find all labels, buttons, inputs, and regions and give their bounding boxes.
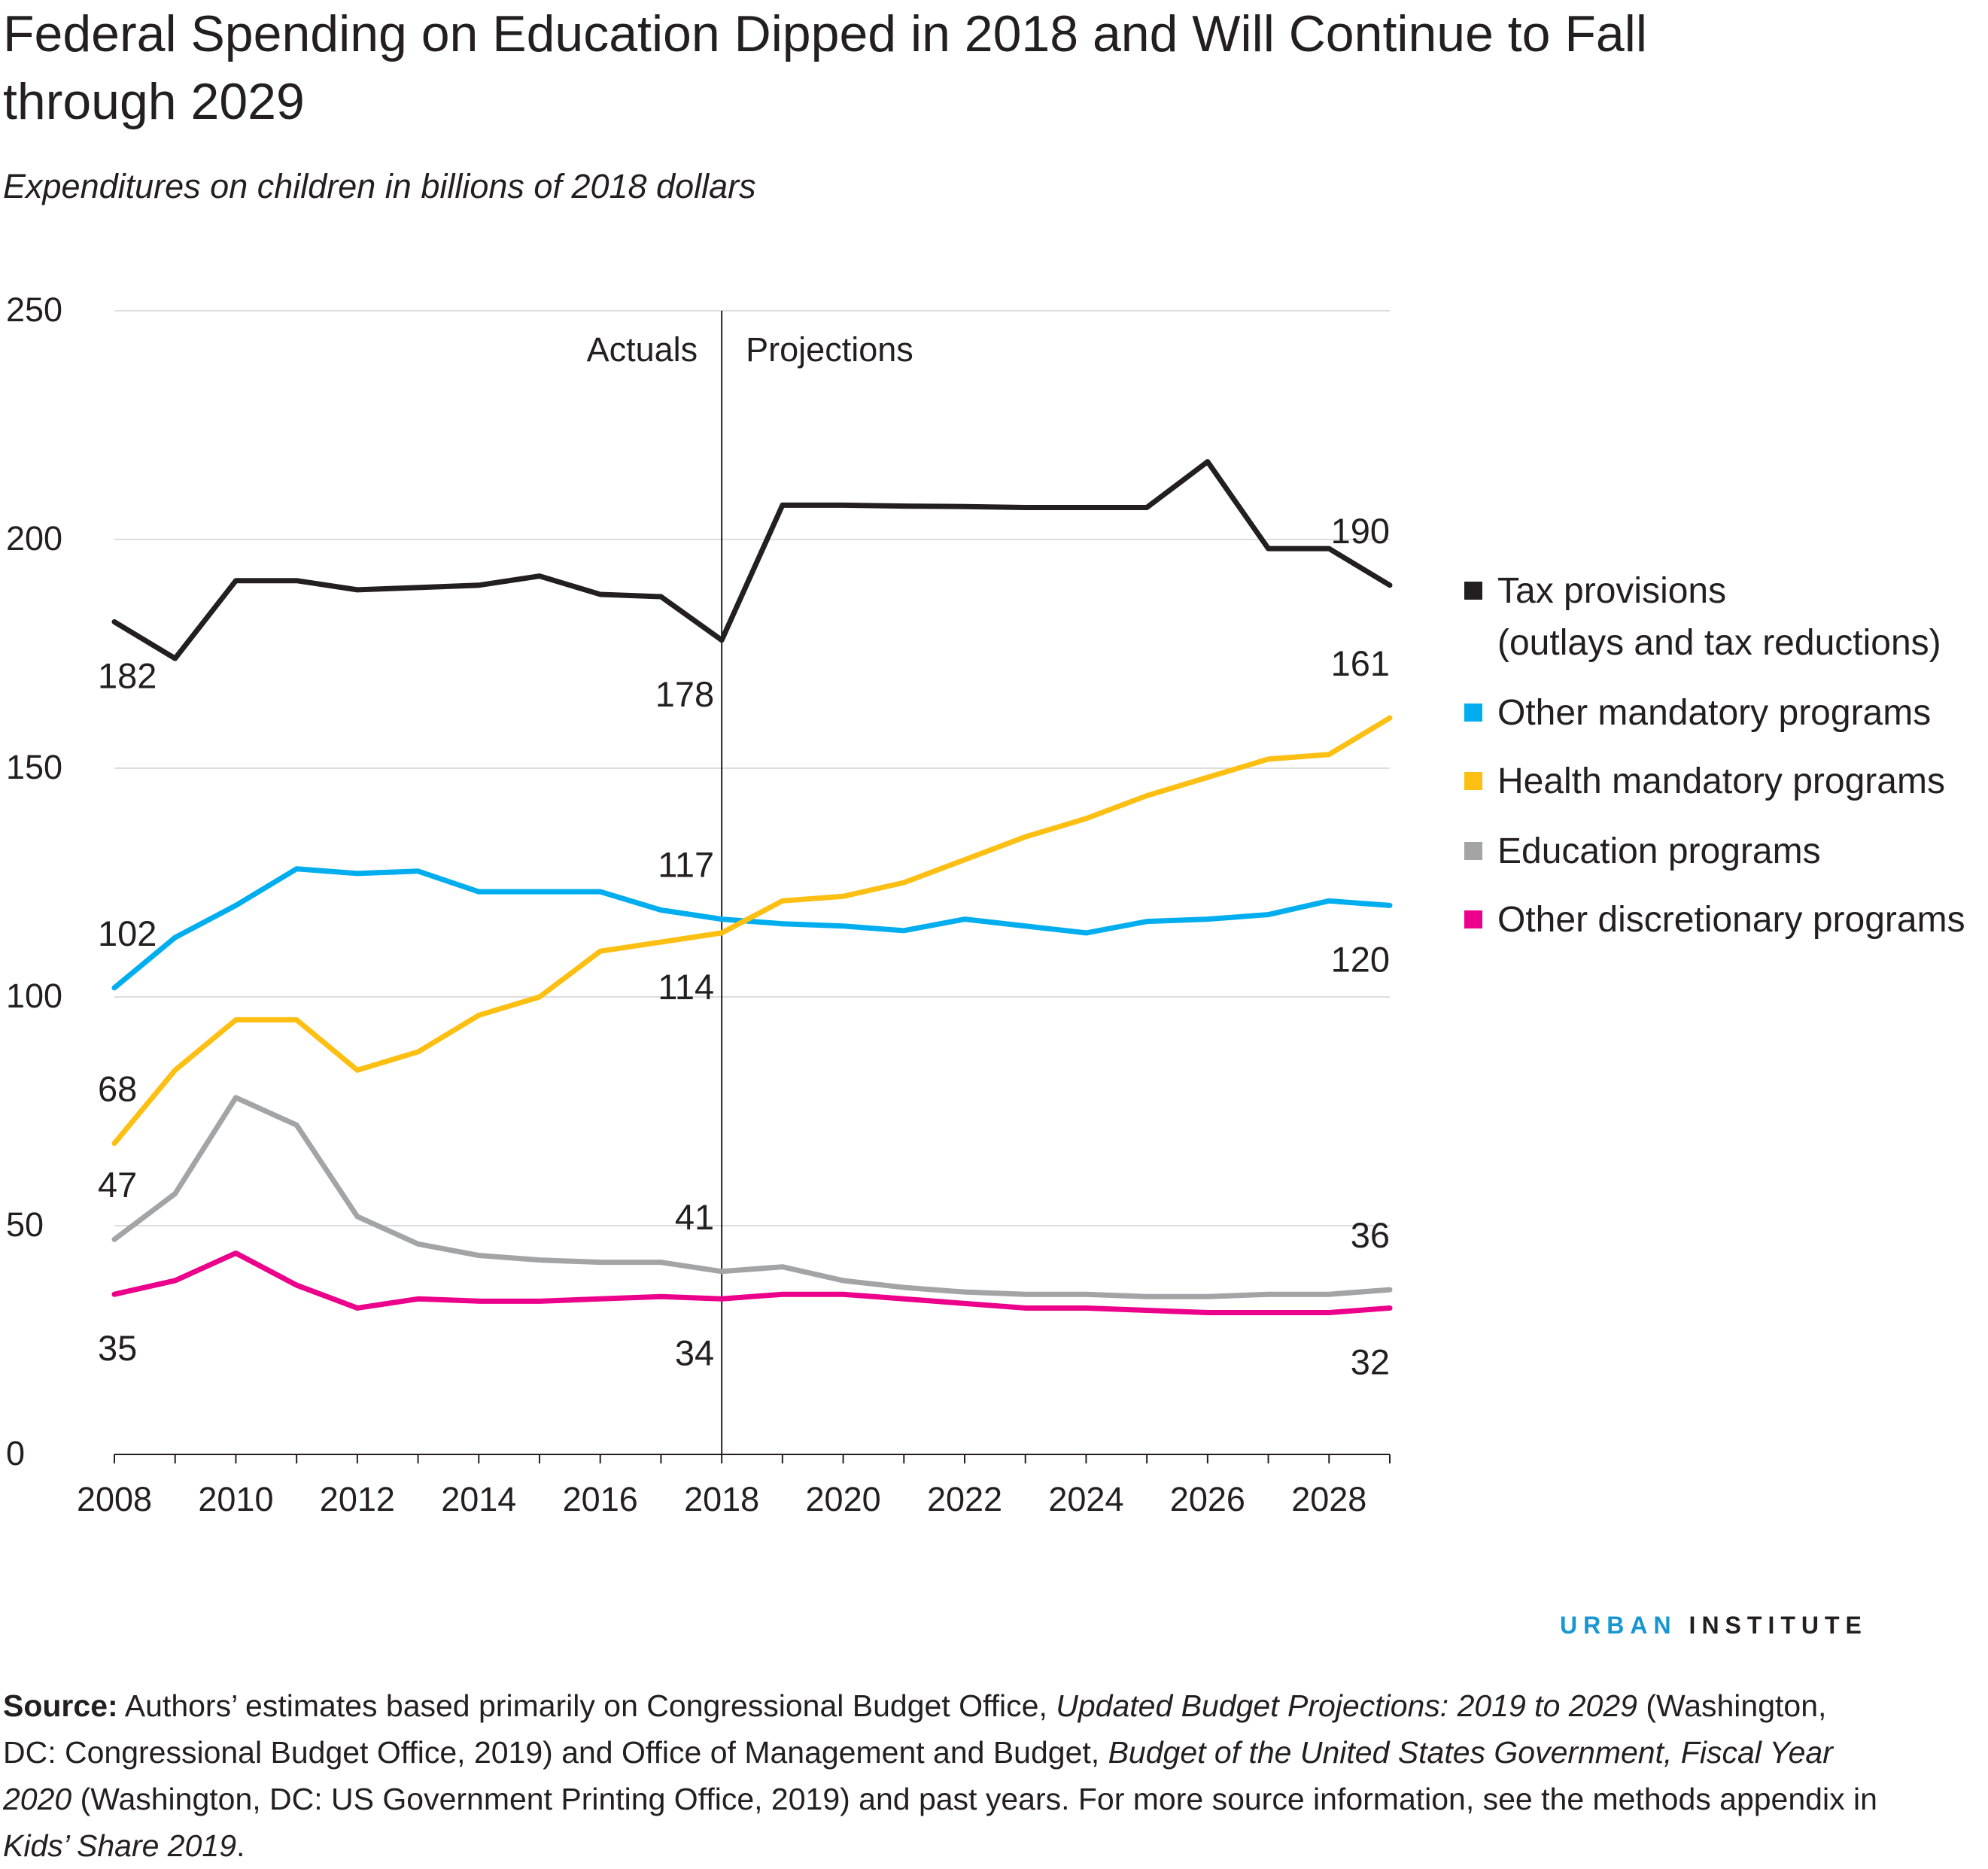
data-label: 68 — [98, 1069, 137, 1109]
data-label: 120 — [1331, 939, 1390, 979]
urban-institute-logo: URBAN INSTITUTE — [1560, 1612, 1868, 1640]
data-label: 117 — [658, 845, 714, 885]
source-text: (Washington, DC: Congressional Budget Of… — [3, 1688, 1827, 1770]
source-citation: Budget of the United States Government, … — [3, 1735, 1833, 1816]
projections-label: Projections — [746, 330, 913, 369]
source-text: Authors’ estimates based primarily on Co… — [117, 1688, 1056, 1723]
x-tick-label: 2024 — [1048, 1480, 1123, 1518]
x-tick-label: 2028 — [1291, 1480, 1366, 1518]
source-text: (Washington, DC: US Government Printing … — [71, 1782, 1877, 1816]
legend-label: Education programs — [1497, 831, 1821, 871]
data-label: 178 — [655, 674, 714, 714]
data-label: 32 — [1351, 1342, 1390, 1381]
y-tick-label: 100 — [6, 977, 62, 1015]
actuals-label: Actuals — [587, 330, 698, 369]
source-citation: Updated Budget Projections: 2019 to 2029 — [1056, 1688, 1637, 1723]
series-line-health-mandatory-programs — [111, 715, 1393, 1147]
y-tick-label: 250 — [6, 290, 62, 329]
source-citation: Kids’ Share 2019 — [3, 1828, 237, 1863]
data-label: 36 — [1351, 1215, 1390, 1255]
line-chart: 0 50 100 150 200 250 2008 2010 2012 2014 2016 2018 2… — [6, 290, 1965, 1518]
x-tick-label: 2010 — [198, 1480, 273, 1518]
legend-swatch — [1464, 582, 1482, 600]
legend-label: Other mandatory programs — [1497, 693, 1931, 733]
series-line-tax-provisions — [111, 459, 1393, 661]
source-text: . — [236, 1828, 245, 1863]
series-line-education-programs — [111, 1095, 1393, 1299]
legend-swatch — [1464, 910, 1482, 928]
y-tick-label: 50 — [6, 1205, 44, 1244]
x-tick-label: 2022 — [927, 1480, 1002, 1518]
x-tick-label: 2016 — [563, 1480, 638, 1518]
data-label: 34 — [675, 1333, 714, 1372]
legend-swatch — [1464, 704, 1482, 722]
data-label: 114 — [658, 967, 714, 1007]
x-tick-label: 2018 — [684, 1480, 759, 1518]
legend-label: Other discretionary programs — [1497, 900, 1965, 940]
legend-label-line2: (outlays and tax reductions) — [1497, 623, 1941, 663]
y-tick-label: 150 — [6, 748, 62, 786]
y-tick-label: 200 — [6, 519, 62, 558]
legend-label: Tax provisions — [1497, 571, 1726, 611]
source-note: Source: Authors’ estimates based primari… — [3, 1682, 1884, 1869]
chart-title: Federal Spending on Education Dipped in … — [3, 5, 1647, 130]
data-label: 41 — [675, 1197, 714, 1237]
data-label: 35 — [98, 1328, 137, 1368]
x-tick-label: 2026 — [1170, 1480, 1245, 1518]
y-tick-label: 0 — [6, 1434, 25, 1472]
data-label: 161 — [1331, 643, 1390, 683]
source-label: Source: — [3, 1688, 118, 1723]
data-label: 102 — [98, 913, 157, 953]
logo-urban: URBAN — [1560, 1612, 1677, 1639]
x-tick-label: 2008 — [77, 1480, 152, 1518]
series-line-other-discretionary-programs — [111, 1250, 1393, 1316]
data-label: 182 — [98, 655, 157, 695]
legend-swatch — [1464, 772, 1482, 790]
data-label: 47 — [98, 1165, 137, 1205]
x-tick-label: 2012 — [320, 1480, 395, 1518]
x-tick-label: 2020 — [806, 1480, 881, 1518]
chart-subtitle: Expenditures on children in billions of … — [3, 167, 756, 205]
series-line-other-mandatory-programs — [111, 866, 1393, 991]
logo-institute: INSTITUTE — [1689, 1612, 1868, 1639]
legend-swatch — [1464, 842, 1482, 860]
data-label: 190 — [1331, 511, 1390, 551]
legend-label: Health mandatory programs — [1497, 761, 1945, 801]
x-tick-label: 2014 — [441, 1480, 516, 1518]
